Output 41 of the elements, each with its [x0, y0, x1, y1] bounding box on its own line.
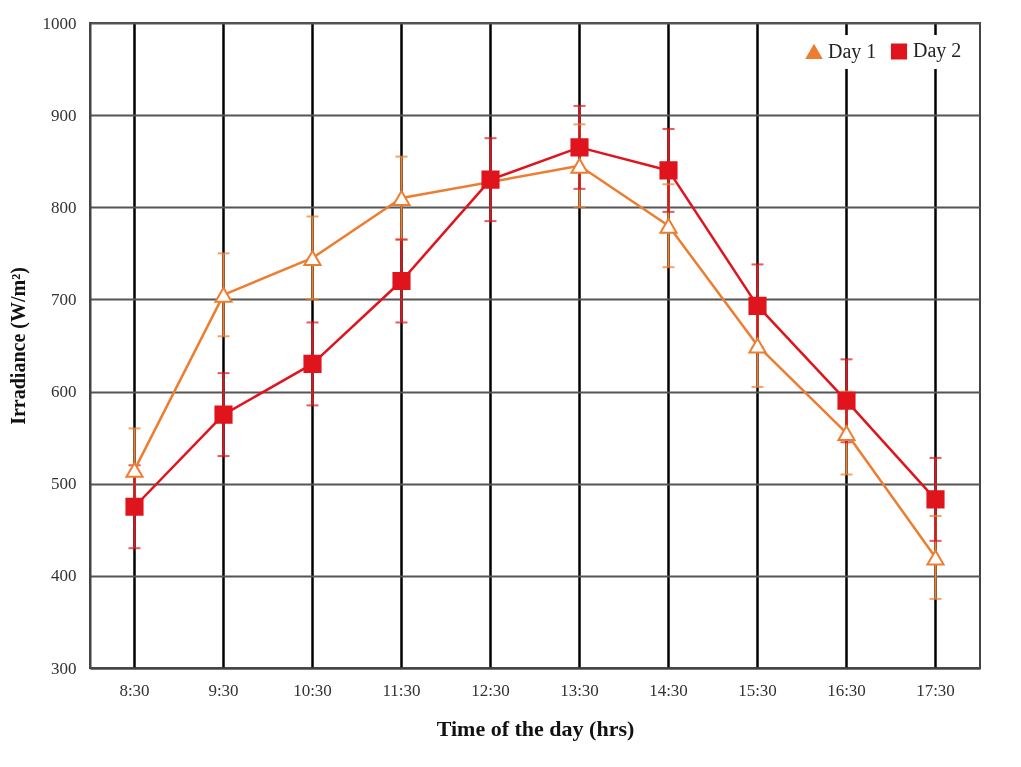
point: [837, 391, 856, 410]
point: [125, 461, 144, 478]
y-tick-label: 800: [51, 197, 77, 217]
legend-label: Day 2: [913, 39, 962, 63]
x-tick-label: 13:30: [560, 680, 599, 700]
point: [837, 425, 856, 442]
point: [926, 490, 945, 509]
y-tick-label: 300: [51, 658, 77, 678]
x-tick-label: 17:30: [916, 680, 955, 700]
x-tick-label: 14:30: [649, 680, 688, 700]
x-axis-title: Time of the day (hrs): [436, 715, 635, 741]
point: [570, 157, 589, 174]
point: [392, 190, 411, 207]
x-tick-label: 15:30: [738, 680, 777, 700]
x-tick-label: 10:30: [293, 680, 332, 700]
y-tick-label: 900: [51, 105, 77, 125]
y-tick-label: 600: [51, 382, 77, 402]
point: [926, 549, 945, 566]
point: [214, 405, 233, 424]
x-tick-label: 12:30: [471, 680, 510, 700]
y-tick-label: 400: [51, 566, 77, 586]
legend-label: Day 1: [828, 39, 877, 63]
point: [392, 271, 411, 291]
point: [214, 286, 233, 303]
x-tick-label: 8:30: [119, 680, 150, 700]
point: [748, 296, 767, 315]
y-tick-label: 500: [51, 474, 77, 494]
point: [659, 217, 678, 234]
point: [481, 170, 500, 189]
point: [125, 497, 144, 516]
y-axis-title: Irradiance (W/m²): [6, 267, 30, 425]
x-tick-label: 16:30: [827, 680, 866, 700]
y-tick-label: 700: [51, 289, 77, 309]
point: [303, 354, 322, 373]
point: [570, 138, 589, 157]
point: [303, 249, 322, 266]
x-tick-label: 9:30: [208, 680, 239, 700]
y-tick-label: 1000: [42, 13, 77, 33]
x-tick-label: 11:30: [382, 680, 421, 700]
point: [659, 161, 678, 180]
point: [748, 337, 767, 354]
